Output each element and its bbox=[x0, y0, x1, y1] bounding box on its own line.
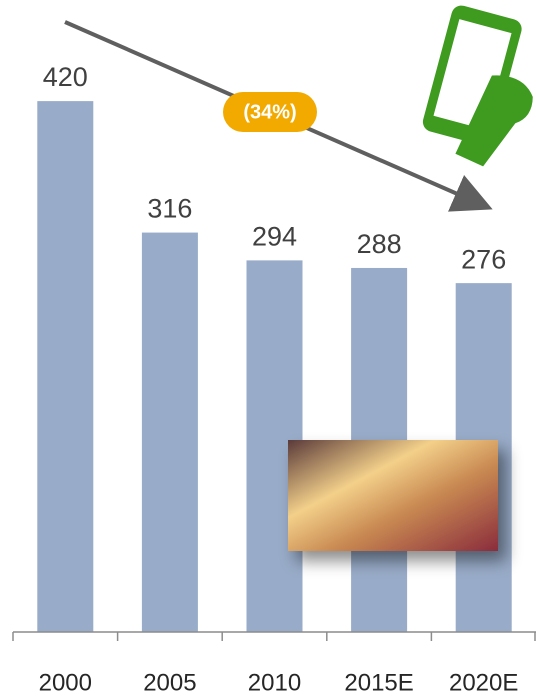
x-tick-label: 2000 bbox=[39, 669, 92, 696]
chart: 420 2000 316 2005 294 2010 288 2015E 276 2020E (3… bbox=[0, 0, 536, 696]
plot: 420 2000 316 2005 294 2010 288 2015E 276 2020E bbox=[13, 62, 536, 696]
phone-icon bbox=[415, 3, 536, 174]
x-tick-label: 2010 bbox=[248, 669, 301, 696]
x-tick-label: 2015E bbox=[344, 669, 413, 696]
value-label: 316 bbox=[147, 194, 192, 224]
photo bbox=[288, 440, 498, 551]
annotation: (34%) bbox=[243, 101, 296, 123]
value-label: 294 bbox=[252, 222, 297, 252]
x-tick-label: 2020E bbox=[449, 669, 518, 696]
value-label: 276 bbox=[461, 244, 506, 274]
bar bbox=[142, 233, 198, 632]
x-tick-label: 2005 bbox=[143, 669, 196, 696]
bar bbox=[37, 101, 93, 632]
value-label: 288 bbox=[357, 229, 402, 259]
value-label: 420 bbox=[43, 62, 88, 92]
